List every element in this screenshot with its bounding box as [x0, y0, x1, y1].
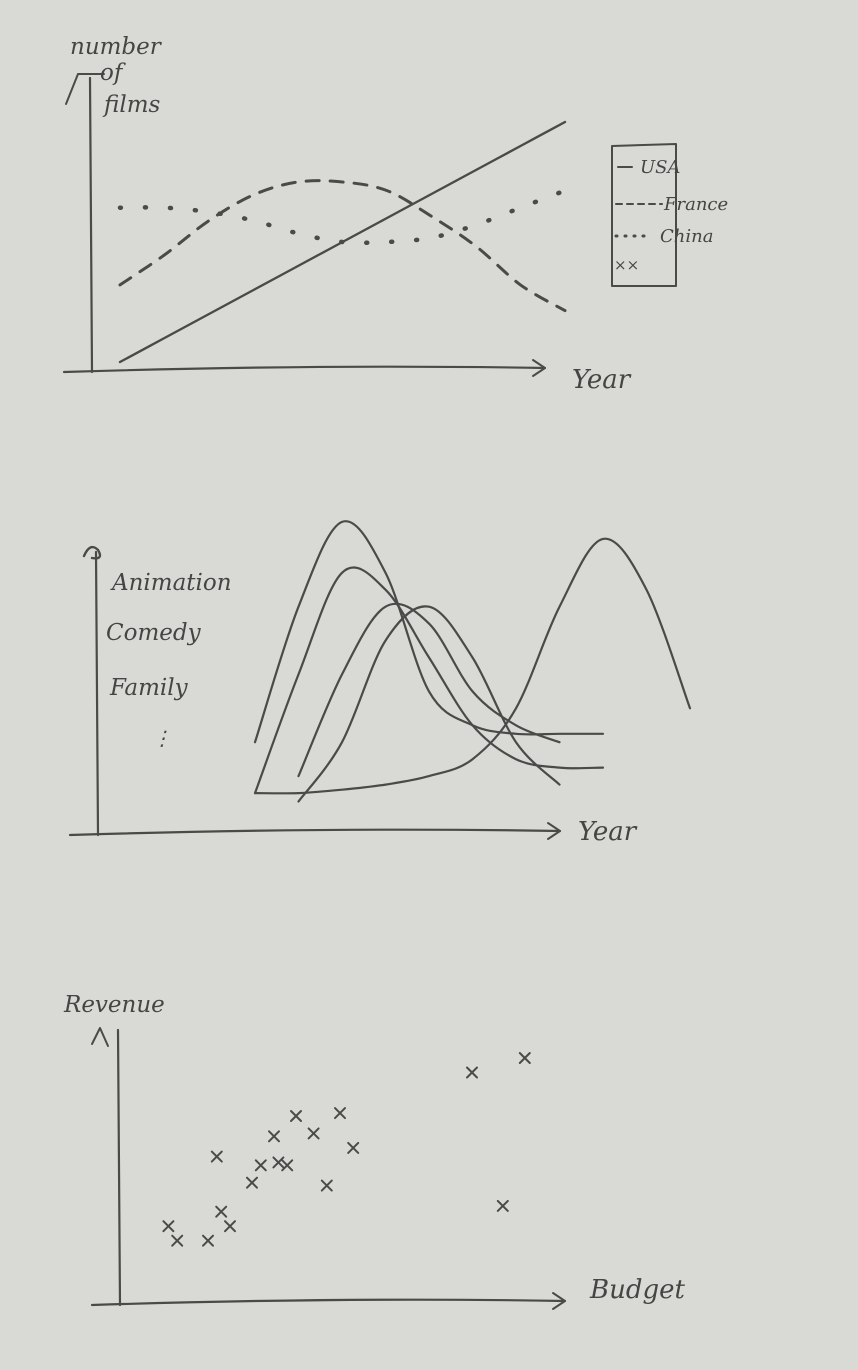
- chart3-point-10: [268, 1130, 280, 1143]
- chart2-genre-label-2: Family: [109, 675, 189, 701]
- chart1-x-axis: [62, 365, 547, 374]
- chart3-point-7: [254, 1159, 267, 1172]
- chart2-x-axis: [68, 828, 562, 837]
- chart3-point-1: [171, 1234, 184, 1247]
- chart3-point-14: [334, 1107, 346, 1120]
- chart3-point-9: [281, 1159, 294, 1172]
- chart3-point-18: [518, 1052, 531, 1064]
- chart1-ylabel-line1: number: [70, 34, 163, 60]
- chart2-genre-label-1: Comedy: [106, 620, 202, 646]
- chart3-y-arrow: [91, 1027, 109, 1047]
- chart1-legend-label-1: France: [663, 194, 728, 215]
- chart2-y-axis: [94, 550, 100, 837]
- chart3-point-4: [224, 1220, 236, 1233]
- chart3-point-16: [466, 1066, 478, 1079]
- chart1-legend: USA France China ××: [611, 143, 728, 287]
- chart1-x-arrow: [532, 359, 546, 377]
- chart3-ylabel: Revenue: [63, 992, 165, 1018]
- chart2-x-arrow: [547, 822, 561, 840]
- chart1-xlabel: Year: [572, 365, 632, 395]
- chart3-point-17: [496, 1199, 509, 1212]
- chart1-legend-label-0: USA: [640, 157, 681, 178]
- chart2-series-4-line: [297, 605, 561, 803]
- chart2-series-3-line: [253, 566, 605, 795]
- chart3-point-0: [162, 1220, 175, 1233]
- chart1-legend-box: [611, 143, 677, 287]
- chart3-point-13: [320, 1179, 333, 1192]
- chart3-point-6: [246, 1176, 258, 1189]
- chart1-legend-label-3: ××: [614, 256, 639, 274]
- chart3-point-12: [307, 1127, 320, 1140]
- chart3-x-arrow: [552, 1292, 566, 1310]
- chart2-xlabel: Year: [578, 817, 638, 847]
- chart3-point-2: [202, 1234, 214, 1247]
- chart1-y-arrow: [65, 73, 105, 105]
- chart3-point-8: [272, 1156, 285, 1169]
- chart3-point-11: [290, 1110, 302, 1122]
- chart2-genre-label-0: Animation: [110, 570, 232, 596]
- chart2-series-0-line: [253, 520, 605, 744]
- chart1-legend-label-2: China: [660, 226, 713, 247]
- chart3-point-5: [210, 1150, 223, 1163]
- chart2-genre-label-3: ⋮: [152, 726, 172, 750]
- chart3-point-3: [215, 1205, 228, 1218]
- chart1-ylabel-line2: of: [100, 60, 126, 86]
- chart3-x-axis: [90, 1298, 567, 1307]
- chart2-y-arrow-scribble: [82, 545, 102, 560]
- chart3-y-axis: [116, 1028, 122, 1307]
- chart1-y-axis: [88, 76, 94, 374]
- chart1-ylabel-line3: films: [102, 92, 161, 118]
- chart-genre-trends: Animation Comedy Family ⋮ Year: [68, 520, 692, 847]
- chart-budget-revenue: Revenue Budget: [63, 992, 686, 1310]
- chart1-series-france-line: [118, 179, 567, 313]
- chart3-xlabel: Budget: [589, 1275, 686, 1305]
- chart1-series-china-line: [117, 188, 568, 246]
- chart2-series-1-line: [297, 602, 561, 778]
- chart2-series-2-line: [253, 537, 692, 795]
- chart3-point-15: [347, 1141, 360, 1154]
